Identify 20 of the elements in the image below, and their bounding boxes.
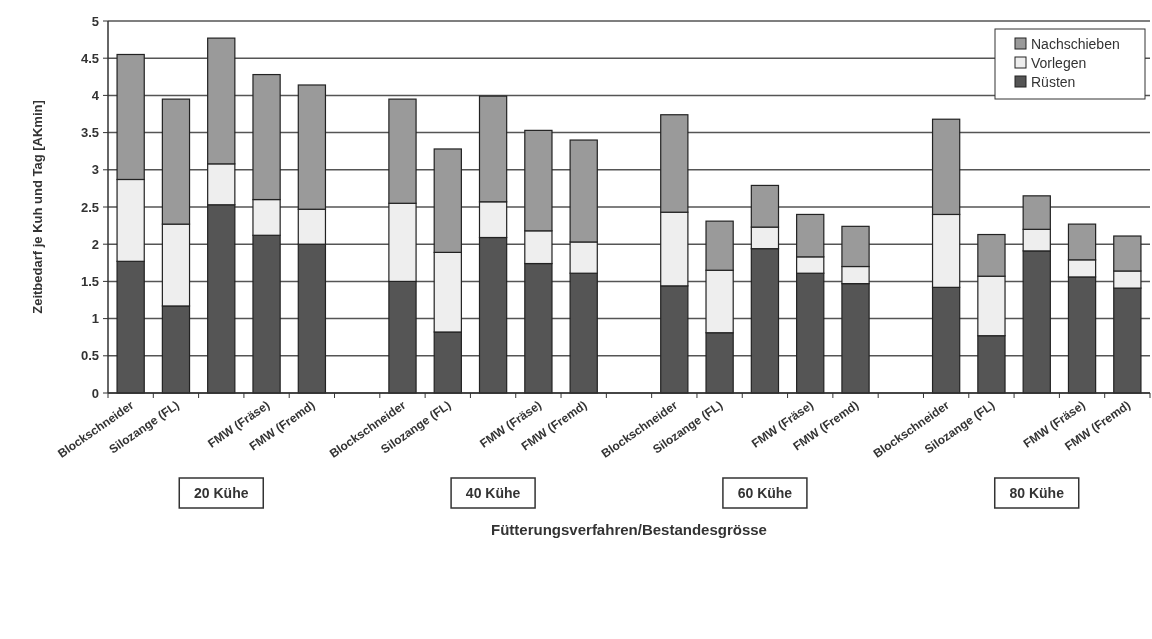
legend-label: Nachschieben	[1031, 35, 1120, 52]
y-tick-label: 4.5	[80, 50, 99, 66]
y-tick-label: 0	[91, 385, 99, 401]
text: 20 Kühe	[194, 484, 249, 501]
y-tick-label: 2	[91, 236, 99, 252]
y-tick-label: 1.5	[80, 273, 99, 289]
y-tick-label: 5	[91, 13, 99, 29]
legend-label: Rüsten	[1031, 73, 1076, 90]
text: 40 Kühe	[465, 484, 521, 501]
y-tick-label: 3.5	[80, 125, 99, 141]
y-tick-label: 3	[91, 162, 99, 178]
legend-label: Vorlegen	[1031, 54, 1087, 71]
x-axis-title: Fütterungsverfahren/Bestandesgrösse	[491, 521, 767, 538]
text: 60 Kühe	[737, 484, 793, 501]
text: 80 Kühe	[1009, 484, 1065, 501]
y-tick-label: 2.5	[80, 199, 99, 215]
y-axis-title: Zeitbedarf je Kuh und Tag [AKmin]	[30, 100, 45, 314]
y-tick-label: 4	[91, 87, 100, 103]
y-tick-label: 1	[91, 311, 99, 327]
y-tick-label: 0.5	[80, 348, 99, 364]
